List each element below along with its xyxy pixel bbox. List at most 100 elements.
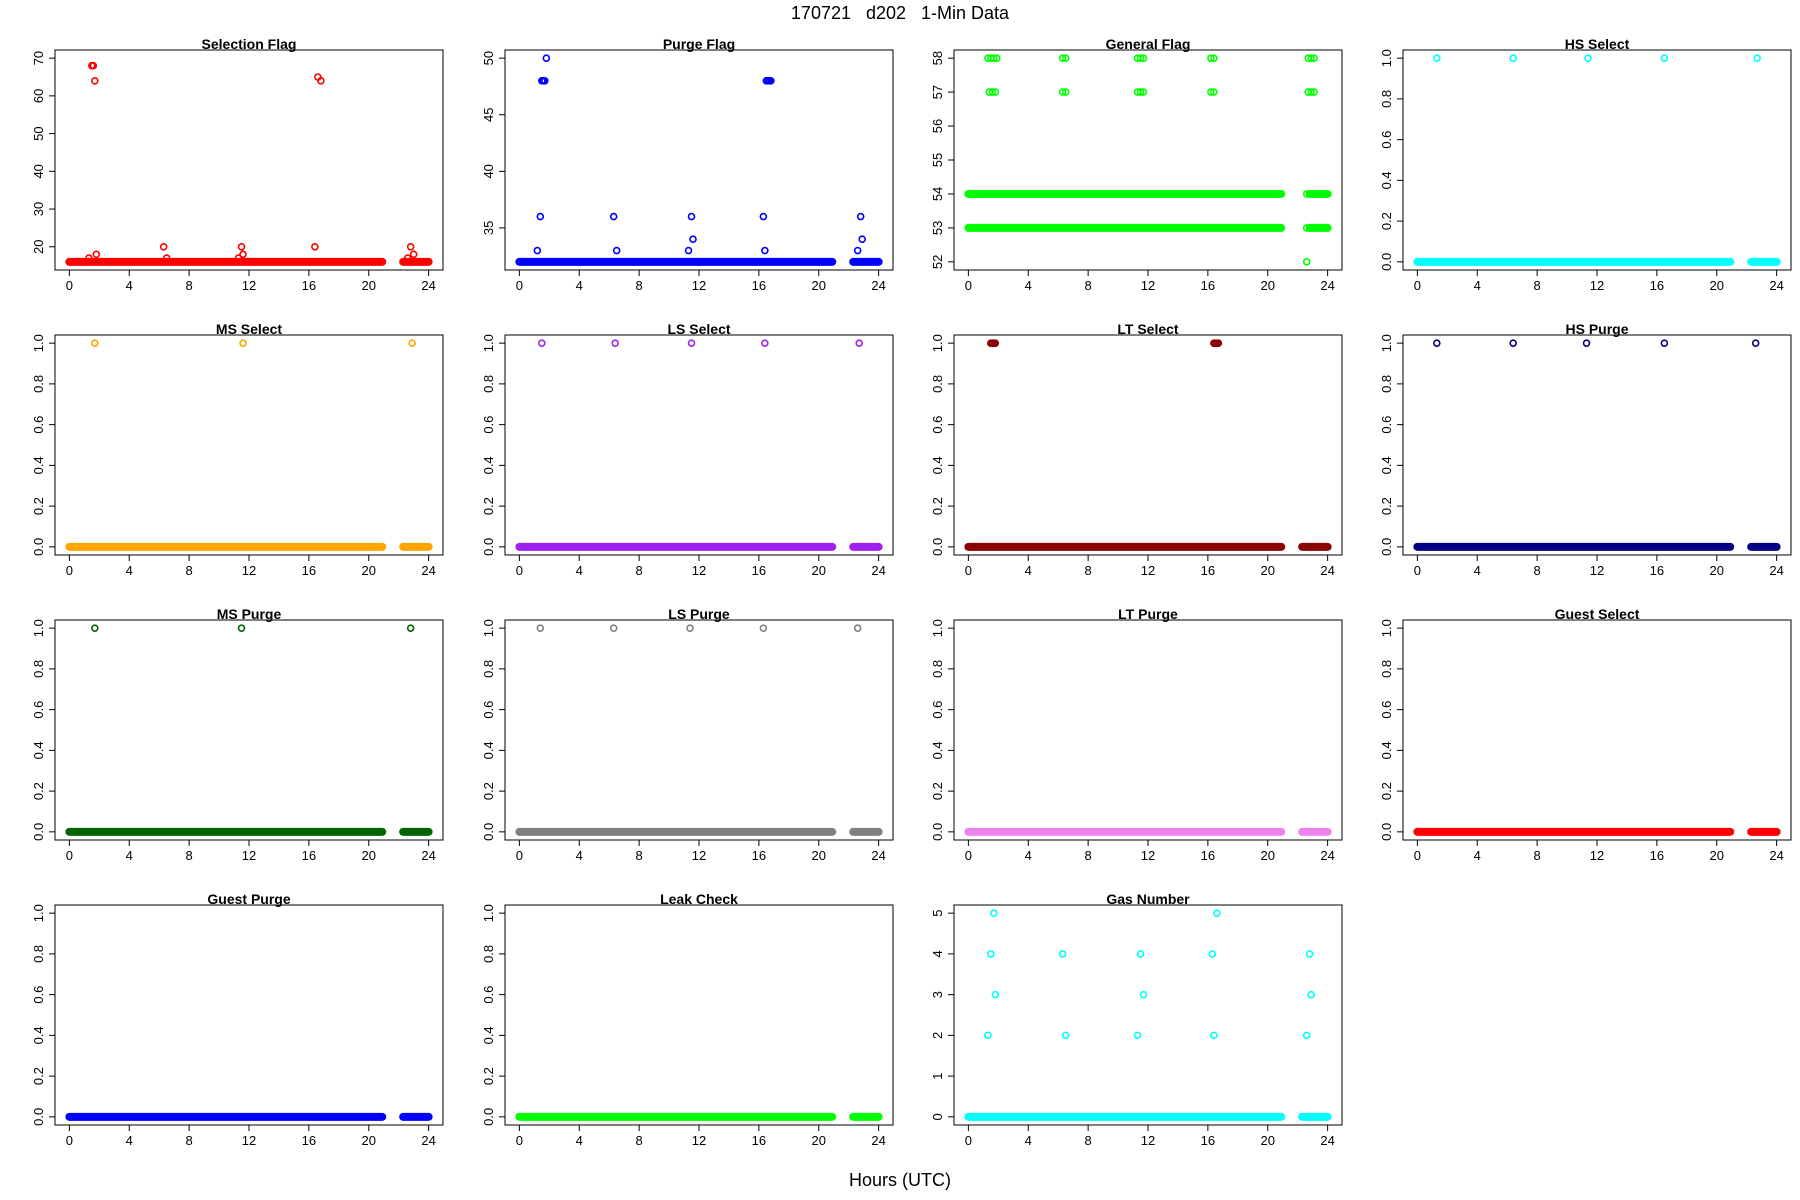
chart-panel-general-flag: General Flag 0 4 8 12 16 20 24 52 53 54 55 56 57 58 [930, 36, 1343, 293]
panel-title: HS Select [1565, 36, 1630, 52]
data-point [1307, 88, 1315, 96]
x-tick-label: 8 [1534, 563, 1541, 578]
data-point [1302, 258, 1311, 266]
x-tick-label: 20 [362, 278, 376, 293]
x-tick-label: 20 [812, 1133, 826, 1148]
y-tick-label: 0.4 [1379, 456, 1394, 474]
y-tick-label: 0.2 [930, 497, 945, 515]
x-tick-label: 20 [812, 563, 826, 578]
data-point [761, 246, 769, 255]
y-tick-label: 0.4 [930, 741, 945, 759]
data-point [1136, 88, 1145, 96]
y-tick-label: 20 [31, 240, 46, 254]
data-point [159, 242, 168, 251]
x-tick-label: 8 [1085, 1133, 1092, 1148]
x-tick-label: 16 [302, 1133, 316, 1148]
x-tick-label: 16 [1650, 278, 1664, 293]
data-point [1136, 950, 1145, 958]
y-tick-label: 1.0 [930, 619, 945, 637]
plot-frame [54, 334, 444, 556]
data-point [538, 339, 546, 347]
y-tick-label: 55 [930, 153, 945, 167]
data-point [1139, 88, 1148, 96]
y-tick-label: 0.8 [31, 945, 46, 963]
y-tick-label: 0.8 [481, 375, 496, 393]
data-point [92, 250, 101, 259]
data-point [409, 250, 418, 259]
y-tick-label: 0.2 [31, 1067, 46, 1085]
data-point [1214, 339, 1223, 347]
x-tick-label: 20 [1710, 563, 1724, 578]
y-tick-label: 1 [930, 1072, 945, 1079]
data-point [89, 61, 98, 70]
x-tick-label: 0 [965, 848, 972, 863]
x-tick-label: 4 [1025, 278, 1032, 293]
x-tick-label: 4 [576, 563, 583, 578]
x-tick-label: 4 [126, 563, 133, 578]
data-point [533, 246, 542, 255]
y-tick-label: 0.4 [481, 741, 496, 759]
data-point [1058, 54, 1067, 62]
x-tick-label: 24 [871, 1133, 885, 1148]
x-tick-label: 20 [1261, 278, 1275, 293]
x-tick-label: 20 [362, 848, 376, 863]
panel-title: MS Purge [217, 606, 282, 622]
y-tick-label: 0.8 [31, 375, 46, 393]
y-tick-label: 35 [481, 221, 496, 235]
y-tick-label: 0.8 [481, 945, 496, 963]
y-tick-label: 0.8 [930, 375, 945, 393]
y-tick-label: 52 [930, 255, 945, 269]
y-tick-label: 4 [930, 950, 945, 957]
data-point [403, 254, 412, 262]
data-point [1210, 88, 1218, 96]
y-tick-label: 0.0 [481, 1108, 496, 1126]
panel-title: LT Purge [1118, 606, 1178, 622]
data-point [991, 88, 1000, 96]
data-point [234, 254, 243, 262]
data-point [853, 246, 862, 255]
x-tick-label: 12 [692, 848, 706, 863]
data-point [991, 339, 1000, 347]
x-tick-label: 16 [1201, 848, 1215, 863]
chart-panel-leak-check: Leak Check 0 4 8 12 16 20 24 0.0 0.2 0.4 0.6 0.8 1.0 [481, 891, 894, 1148]
plot-frame [504, 619, 894, 841]
x-tick-label: 8 [1085, 563, 1092, 578]
y-tick-label: 58 [930, 51, 945, 65]
x-tick-label: 16 [1201, 278, 1215, 293]
data-point [1509, 339, 1517, 347]
y-tick-label: 50 [31, 126, 46, 140]
data-point [162, 254, 171, 262]
y-tick-label: 56 [930, 119, 945, 133]
x-tick-label: 4 [1474, 563, 1481, 578]
data-point [406, 242, 415, 251]
panel-title: Guest Purge [207, 891, 290, 907]
y-tick-label: 0.6 [481, 416, 496, 434]
y-tick-label: 0.4 [1379, 741, 1394, 759]
x-tick-label: 16 [752, 848, 766, 863]
data-point [609, 624, 618, 632]
data-point [91, 339, 99, 347]
y-tick-label: 0.2 [31, 782, 46, 800]
x-tick-label: 24 [871, 563, 885, 578]
data-point [853, 624, 862, 632]
data-point [1660, 339, 1669, 347]
y-tick-label: 0.0 [1379, 538, 1394, 556]
data-point [1305, 950, 1314, 958]
x-tick-label: 12 [1141, 563, 1155, 578]
x-tick-label: 20 [1710, 848, 1724, 863]
x-tick-label: 4 [1025, 563, 1032, 578]
x-tick-label: 4 [126, 1133, 133, 1148]
y-tick-label: 0.2 [1379, 497, 1394, 515]
y-tick-label: 40 [481, 164, 496, 178]
y-tick-label: 0.4 [31, 1026, 46, 1044]
y-tick-label: 50 [481, 51, 496, 65]
data-point [1509, 54, 1517, 62]
y-tick-label: 0.4 [31, 456, 46, 474]
data-point [1753, 54, 1761, 62]
x-tick-label: 20 [1261, 848, 1275, 863]
chart-panel-lt-select: LT Select 0 4 8 12 16 20 24 0.0 0.2 0.4 0.6 0.8 1.0 [930, 321, 1343, 578]
x-tick-label: 4 [576, 848, 583, 863]
y-tick-label: 0.4 [481, 1026, 496, 1044]
data-point [536, 212, 545, 221]
y-tick-label: 0.8 [1379, 90, 1394, 108]
